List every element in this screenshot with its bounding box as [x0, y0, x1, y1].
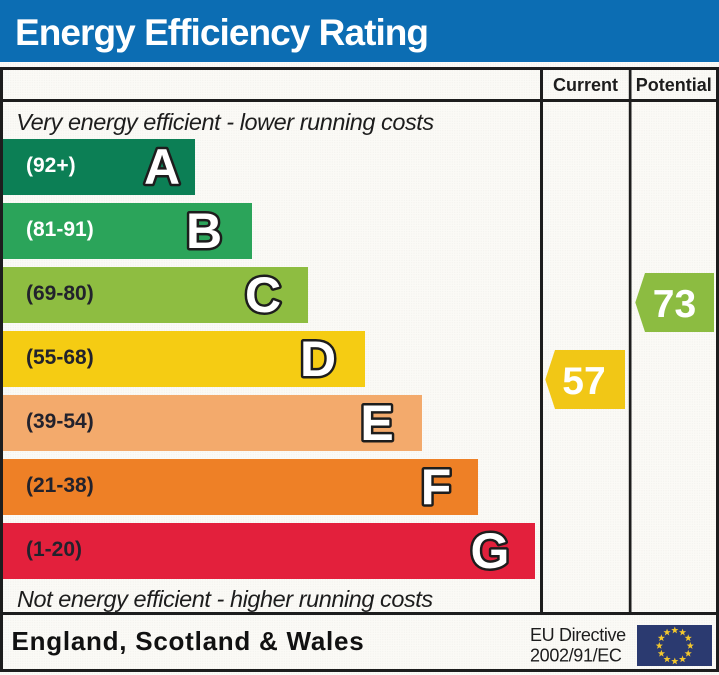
svg-text:C: C — [245, 267, 281, 323]
svg-text:Energy Efficiency Rating: Energy Efficiency Rating — [15, 12, 428, 53]
svg-text:G: G — [471, 523, 510, 579]
svg-text:73: 73 — [653, 283, 696, 326]
svg-text:EU Directive: EU Directive — [530, 625, 626, 645]
svg-text:Potential: Potential — [636, 75, 712, 95]
svg-text:B: B — [186, 203, 222, 259]
svg-text:F: F — [421, 459, 452, 515]
svg-text:(69-80): (69-80) — [26, 282, 94, 305]
svg-text:(39-54): (39-54) — [26, 410, 94, 433]
svg-text:A: A — [144, 139, 180, 195]
svg-text:England, Scotland & Wales: England, Scotland & Wales — [12, 626, 365, 656]
svg-text:57: 57 — [562, 360, 605, 403]
svg-text:(1-20): (1-20) — [26, 538, 82, 561]
svg-text:(21-38): (21-38) — [26, 474, 94, 497]
svg-text:Not energy efficient - higher: Not energy efficient - higher running co… — [17, 586, 433, 612]
svg-text:Very energy efficient - lower: Very energy efficient - lower running co… — [16, 109, 434, 135]
svg-text:(92+): (92+) — [26, 154, 76, 177]
svg-text:(55-68): (55-68) — [26, 346, 94, 369]
svg-text:D: D — [300, 331, 336, 387]
svg-text:E: E — [360, 395, 393, 451]
svg-text:2002/91/EC: 2002/91/EC — [530, 646, 622, 666]
svg-text:Current: Current — [553, 75, 618, 95]
svg-text:(81-91): (81-91) — [26, 218, 94, 241]
